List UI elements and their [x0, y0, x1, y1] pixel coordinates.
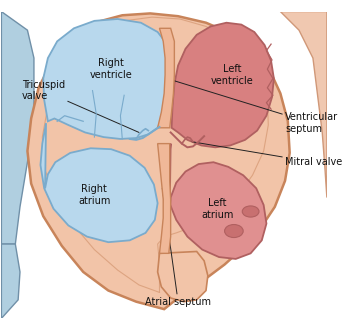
Text: Tricuspid
valve: Tricuspid valve	[22, 80, 139, 132]
Polygon shape	[172, 23, 274, 147]
Polygon shape	[1, 12, 34, 244]
Polygon shape	[167, 144, 266, 259]
Polygon shape	[280, 12, 327, 198]
Text: Atrial septum: Atrial septum	[145, 188, 211, 307]
Text: Ventricular
septum: Ventricular septum	[167, 79, 338, 134]
Ellipse shape	[225, 224, 243, 238]
Polygon shape	[1, 244, 20, 318]
Text: Mitral valve: Mitral valve	[192, 142, 342, 167]
Text: Right
atrium: Right atrium	[78, 184, 111, 206]
Polygon shape	[43, 19, 171, 139]
Text: Right
ventricle: Right ventricle	[90, 58, 133, 80]
Text: Left
atrium: Left atrium	[201, 198, 233, 219]
Polygon shape	[158, 144, 171, 253]
Polygon shape	[158, 28, 174, 128]
Ellipse shape	[242, 206, 259, 217]
Polygon shape	[158, 251, 208, 302]
Polygon shape	[27, 14, 290, 309]
Polygon shape	[41, 123, 158, 242]
Text: Left
ventricle: Left ventricle	[211, 64, 253, 85]
